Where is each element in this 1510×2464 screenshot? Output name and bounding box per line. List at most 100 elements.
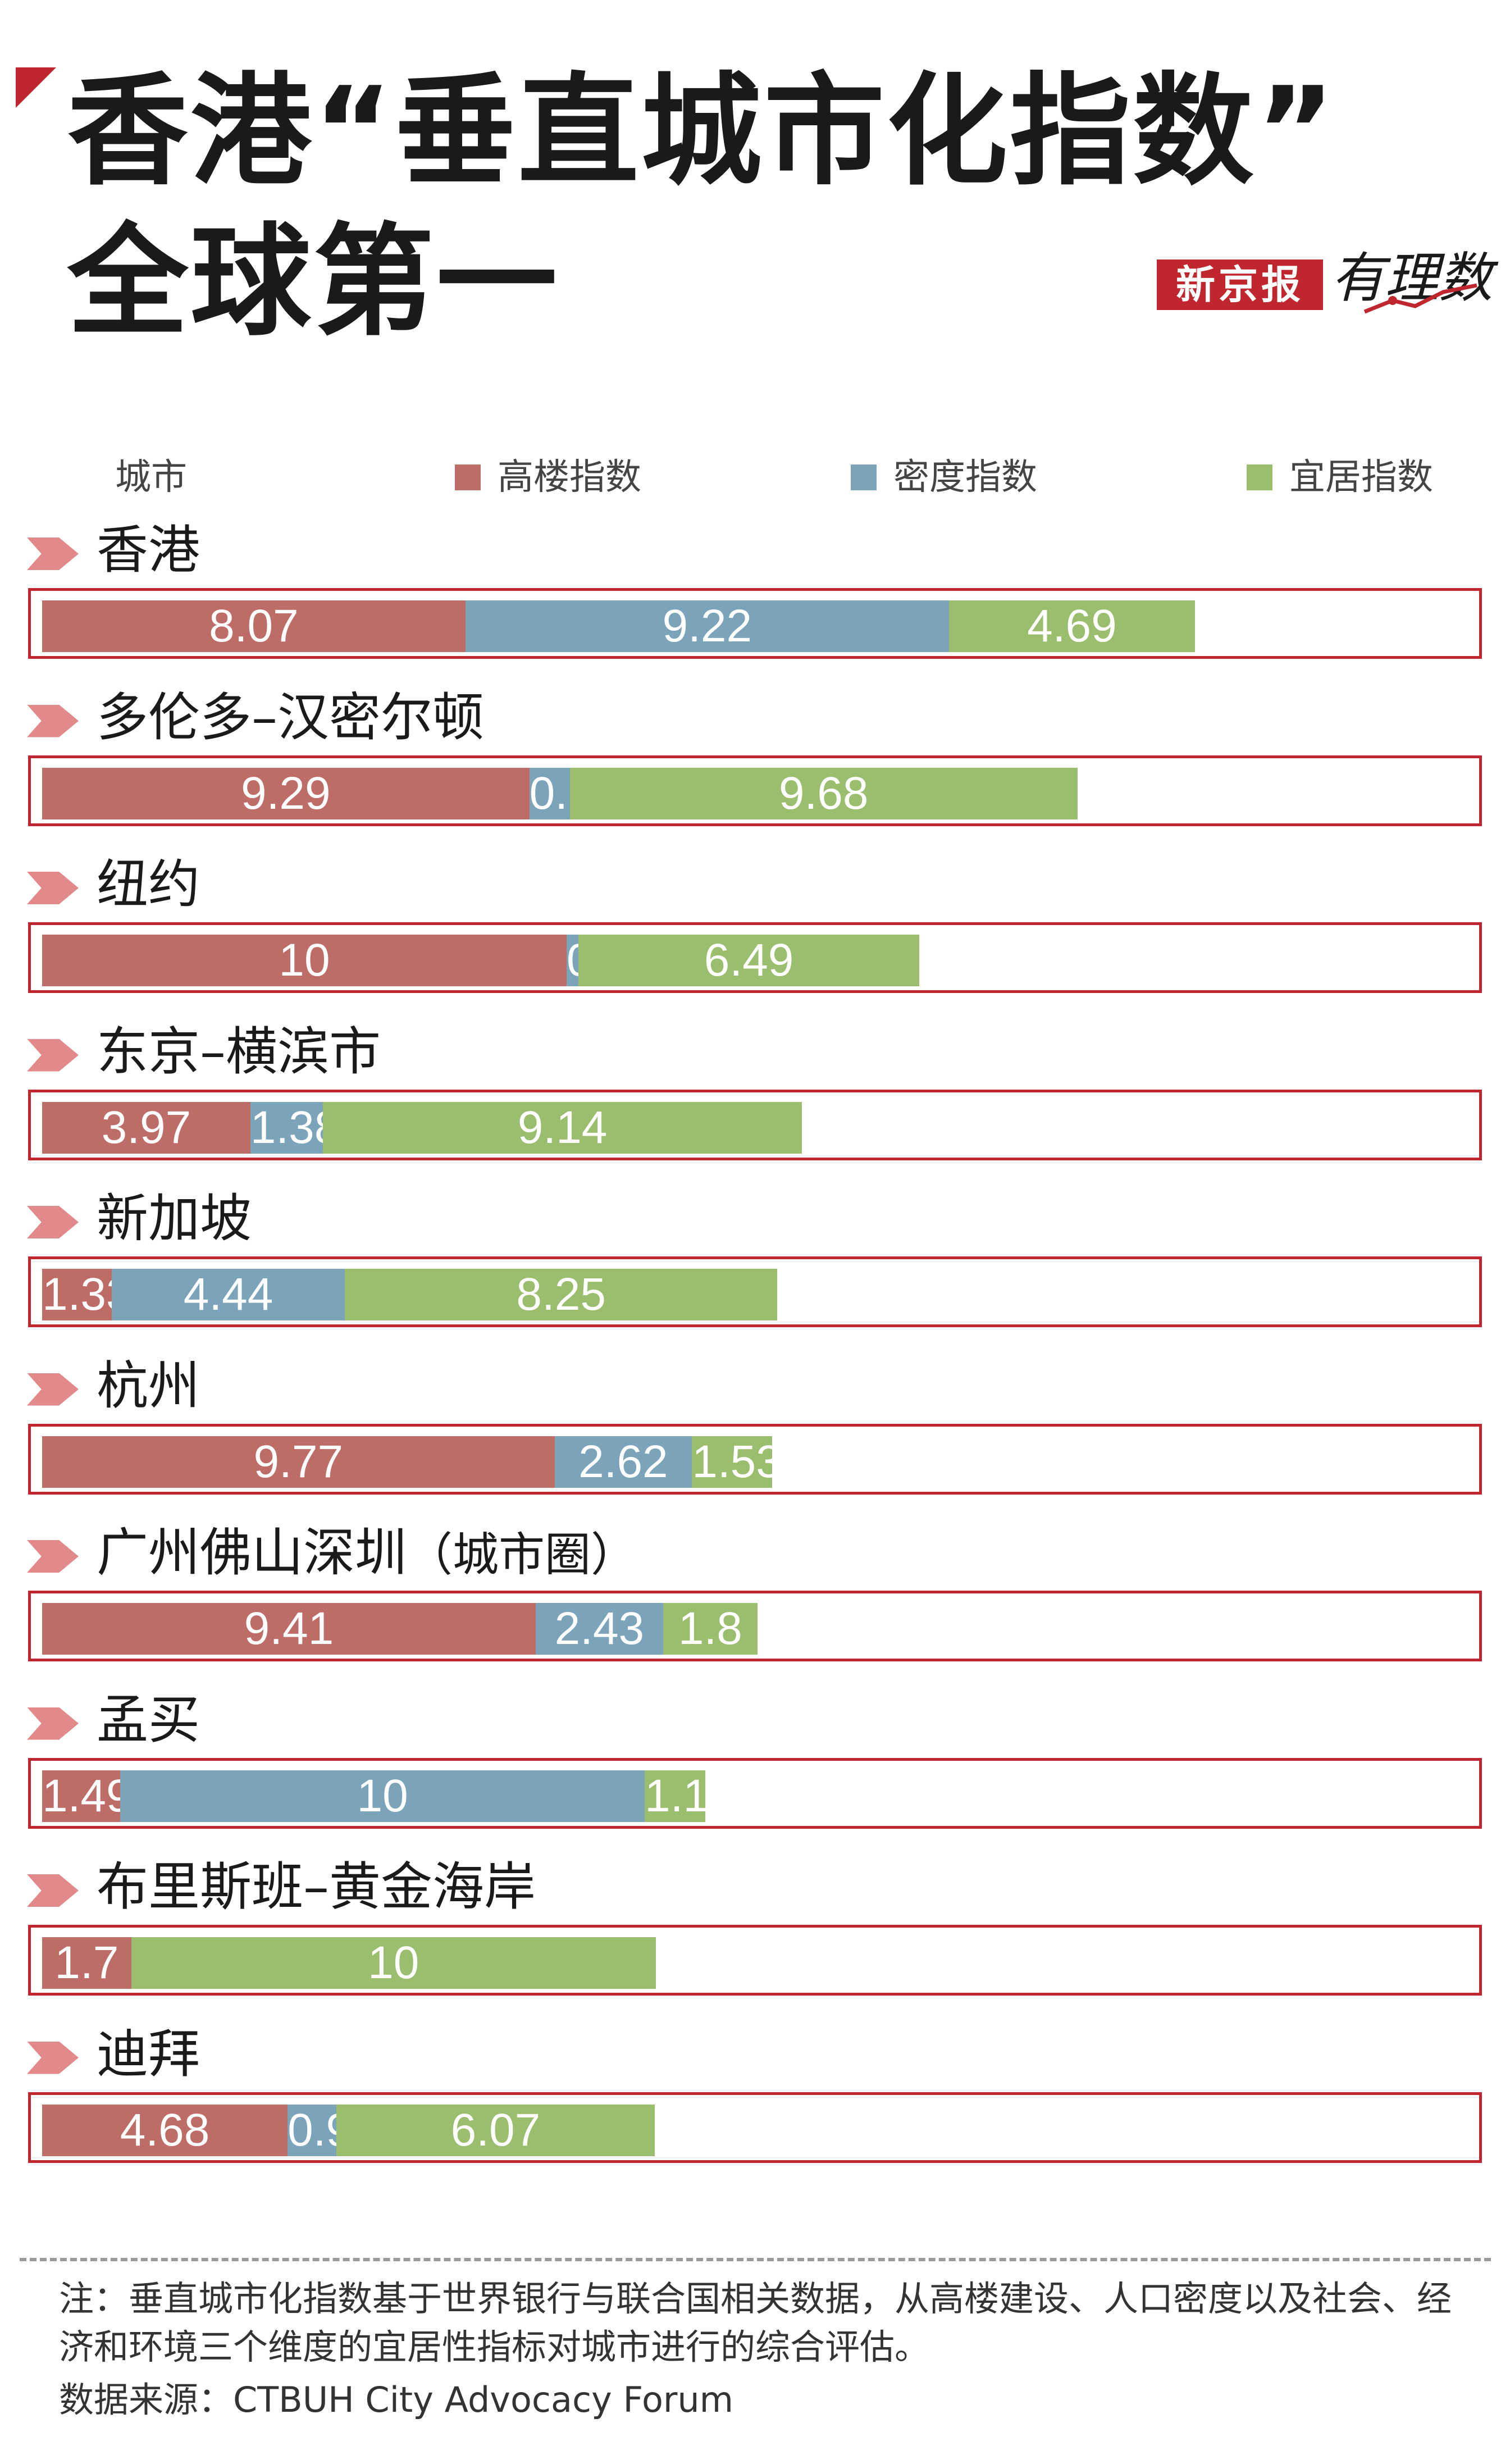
bar-segment: 4.69 — [948, 600, 1195, 652]
brand-column-label: 有理数 — [1331, 247, 1493, 309]
bar-value-label: 9.41 — [244, 1603, 334, 1654]
bar-segment: 10 — [131, 1937, 656, 1989]
bar-value-label: 2.62 — [578, 1436, 668, 1487]
chevron-right-icon — [27, 1540, 79, 1573]
chevron-right-icon — [27, 1874, 79, 1907]
city-row: 东京–横滨市 3.97 1.38 9.14 — [0, 1022, 1510, 1190]
bar-segment: 3.97 — [42, 1101, 250, 1154]
city-name-label: 迪拜 — [97, 2024, 200, 2085]
city-name-text: 新加坡 — [97, 1188, 252, 1249]
bar-value-label: 1.15 — [645, 1770, 735, 1821]
chevron-right-icon — [27, 1707, 79, 1740]
city-row: 新加坡 1.33 4.44 8.25 — [0, 1188, 1510, 1356]
city-name-label: 广州佛山深圳（城市圈） — [97, 1522, 637, 1586]
city-row: 迪拜 4.68 0.93 6.07 — [0, 2024, 1510, 2192]
chevron-right-icon — [27, 1373, 79, 1406]
city-name-text: 香港 — [97, 520, 200, 580]
city-row: 布里斯班–黄金海岸 1.7 10 — [0, 1857, 1510, 2025]
bar-value-label: 6.07 — [450, 2104, 541, 2156]
bar-frame: 8.07 9.22 4.69 — [28, 588, 1482, 659]
brand-name: 新京报 — [1157, 259, 1323, 310]
bar-value-label: 1.8 — [678, 1603, 742, 1654]
bar-segment: 1.38 — [250, 1101, 340, 1154]
legend-swatch-livability — [1247, 464, 1272, 490]
bar-value-label: 4.44 — [183, 1269, 273, 1320]
legend-swatch-density — [851, 464, 877, 490]
chevron-right-icon — [27, 872, 79, 904]
city-row: 杭州 9.77 2.62 1.53 — [0, 1356, 1510, 1524]
bar-value-label: 10 — [368, 1937, 419, 1988]
bar-value-label: 2.43 — [554, 1603, 645, 1654]
city-name-text: 孟买 — [97, 1689, 200, 1750]
bar-segment: 0.23 — [567, 935, 656, 986]
bar-value-label: 1.49 — [42, 1770, 132, 1821]
bar-segment: 0.77 — [529, 767, 619, 819]
bar-value-label: 9.77 — [253, 1436, 344, 1487]
bar-segment: 1.53 — [692, 1436, 782, 1488]
bar-value-label: 1.53 — [692, 1436, 782, 1487]
bar-frame: 4.68 0.93 6.07 — [28, 2092, 1482, 2163]
city-name-text: 多伦多–汉密尔顿 — [97, 687, 485, 748]
bar-segment: 1.49 — [42, 1770, 132, 1822]
city-name-text: 布里斯班–黄金海岸 — [97, 1857, 536, 1917]
title-line-2: 全球第一 — [67, 211, 559, 352]
city-row: 多伦多–汉密尔顿 9.29 0.77 9.68 — [0, 687, 1510, 855]
city-name-label: 杭州 — [97, 1355, 200, 1417]
bar-value-label: 8.07 — [209, 600, 299, 652]
bar-segment: 1.7 — [42, 1937, 131, 1989]
city-name-label: 布里斯班–黄金海岸 — [97, 1856, 536, 1918]
trend-line-icon — [1363, 283, 1477, 314]
legend-label-livability: 宜居指数 — [1289, 457, 1433, 498]
city-name-label: 纽约 — [97, 854, 200, 916]
city-name-text: 杭州 — [97, 1355, 200, 1416]
chevron-right-icon — [27, 538, 79, 570]
bar-segment: 6.49 — [578, 935, 919, 986]
chart-legend: 城市 高楼指数 密度指数 宜居指数 — [0, 452, 1510, 503]
bar-segment: 1.33 — [42, 1269, 132, 1320]
brand-column: 有理数 — [1331, 247, 1510, 317]
bar-value-label: 10 — [279, 935, 330, 986]
bar-segment: 2.62 — [554, 1436, 692, 1488]
city-name-label: 孟买 — [97, 1689, 200, 1751]
bar-segment: 2.43 — [535, 1603, 663, 1655]
bar-frame: 3.97 1.38 9.14 — [28, 1089, 1482, 1160]
bar-value-label: 3.97 — [101, 1101, 191, 1153]
bar-segment: 9.68 — [569, 767, 1078, 819]
bar-frame: 9.41 2.43 1.8 — [28, 1591, 1482, 1661]
bar-segment: 9.22 — [465, 600, 949, 652]
bar-segment: 9.41 — [42, 1603, 536, 1655]
city-row: 纽约 10 0.23 6.49 — [0, 854, 1510, 1022]
footer-divider — [20, 2258, 1491, 2261]
city-name-note: （城市圈） — [407, 1528, 637, 1582]
bar-frame: 1.33 4.44 8.25 — [28, 1256, 1482, 1327]
bar-value-label: 4.69 — [1027, 600, 1117, 652]
city-name-text: 纽约 — [97, 854, 200, 914]
city-row: 香港 8.07 9.22 4.69 — [0, 520, 1510, 688]
data-source: 数据来源：CTBUH City Advocacy Forum — [59, 2379, 734, 2420]
city-name-text: 东京–横滨市 — [97, 1021, 381, 1082]
bar-segment: 1.8 — [663, 1603, 758, 1655]
legend-item-livability-index: 宜居指数 — [1247, 452, 1433, 503]
bar-value-label: 4.68 — [120, 2104, 210, 2156]
footnote: 注：垂直城市化指数基于世界银行与联合国相关数据，从高楼建设、人口密度以及社会、经… — [59, 2278, 1452, 2367]
bar-segment: 4.68 — [42, 2104, 288, 2156]
legend-label-height: 高楼指数 — [498, 457, 641, 498]
bar-value-label: 9.22 — [662, 600, 752, 652]
bar-frame: 1.49 10 1.15 — [28, 1757, 1482, 1829]
bar-value-label: 9.29 — [241, 767, 331, 819]
chevron-right-icon — [27, 1206, 79, 1238]
bar-segment: 9.77 — [42, 1436, 555, 1488]
bar-segment: 10 — [42, 935, 567, 986]
title-line-1: 香港“垂直城市化指数” — [67, 61, 1338, 202]
city-name-label: 东京–横滨市 — [97, 1021, 381, 1083]
city-row: 广州佛山深圳（城市圈） 9.41 2.43 1.8 — [0, 1523, 1510, 1691]
bar-segment: 4.44 — [112, 1269, 345, 1320]
bar-value-label: 9.14 — [517, 1101, 608, 1153]
bar-frame: 9.29 0.77 9.68 — [28, 755, 1482, 826]
bar-segment: 10 — [120, 1770, 645, 1822]
chevron-right-icon — [27, 704, 79, 737]
bar-value-label: 1.7 — [54, 1937, 119, 1988]
legend-swatch-height — [455, 464, 481, 490]
legend-item-density-index: 密度指数 — [851, 452, 1037, 503]
bar-value-label: 10 — [357, 1770, 408, 1821]
